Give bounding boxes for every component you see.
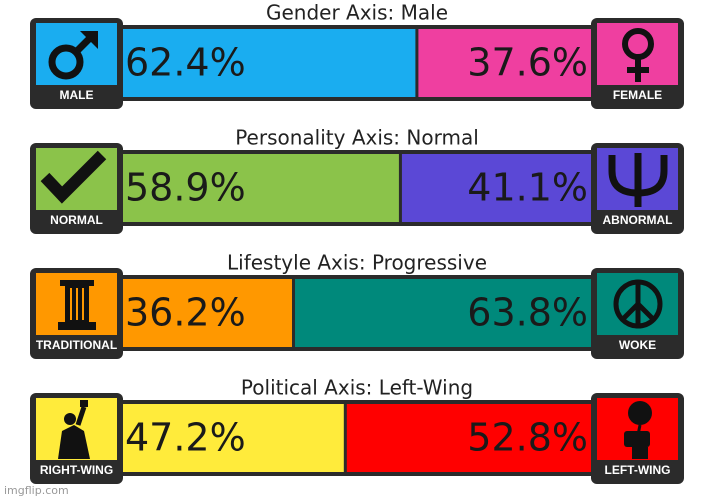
left-wing-icon xyxy=(624,401,652,459)
normal-icon xyxy=(40,150,107,204)
value-label: 58.9% xyxy=(125,166,246,210)
chart-title: Lifestyle Axis: Progressive xyxy=(227,251,487,275)
right-wing-icon xyxy=(58,400,90,459)
legend-label: LEFT-WING xyxy=(605,463,671,477)
bar-segment xyxy=(293,279,594,347)
bar-segment xyxy=(345,404,594,472)
bar-segment xyxy=(123,279,294,347)
bar-segment xyxy=(416,29,594,97)
traditional-icon xyxy=(58,280,96,330)
chart-title: Political Axis: Left-Wing xyxy=(241,376,473,400)
value-label: 37.6% xyxy=(467,41,588,85)
value-label: 36.2% xyxy=(125,291,246,335)
abnormal-icon xyxy=(608,153,668,207)
legend-label: TRADITIONAL xyxy=(36,338,117,352)
value-label: 41.1% xyxy=(467,166,588,210)
chart-title: Gender Axis: Male xyxy=(266,1,448,25)
legend-label: WOKE xyxy=(619,338,656,352)
value-label: 52.8% xyxy=(467,416,588,460)
bar-segment xyxy=(400,154,594,222)
legend-label: ABNORMAL xyxy=(603,213,673,227)
female-icon xyxy=(622,28,654,82)
value-label: 62.4% xyxy=(125,41,246,85)
bar-segment xyxy=(123,154,401,222)
legend-label: NORMAL xyxy=(50,213,103,227)
icons xyxy=(40,28,668,459)
chart-title: Personality Axis: Normal xyxy=(235,126,479,150)
value-label: 63.8% xyxy=(467,291,588,335)
legend-label: MALE xyxy=(60,88,94,102)
watermark: imgflip.com xyxy=(4,484,69,497)
male-icon xyxy=(48,31,98,80)
value-label: 47.2% xyxy=(125,416,246,460)
woke-icon xyxy=(613,279,663,329)
legend-label: RIGHT-WING xyxy=(40,463,113,477)
bar-segment xyxy=(123,29,417,97)
bar-segment xyxy=(123,404,346,472)
legend-label: FEMALE xyxy=(613,88,662,102)
